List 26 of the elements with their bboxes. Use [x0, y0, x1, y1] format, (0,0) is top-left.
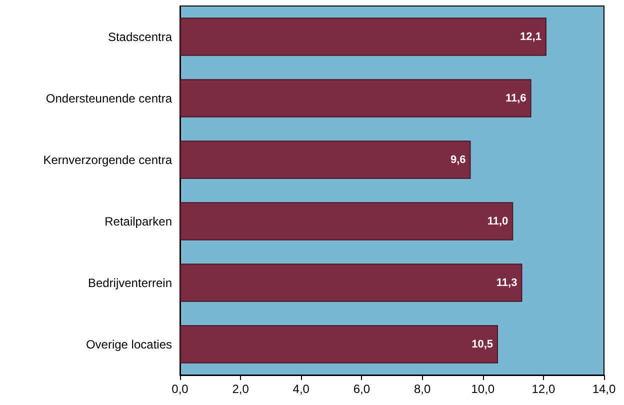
bar	[180, 264, 522, 302]
x-tick-label: 14,0	[592, 382, 616, 396]
x-tick-label: 6,0	[353, 382, 370, 396]
x-tick-label: 12,0	[532, 382, 556, 396]
bar	[180, 79, 532, 118]
x-tick-label: 0,0	[172, 382, 189, 396]
data-label: 11,3	[496, 276, 518, 289]
y-tick-label: Bedrijventerrein	[88, 276, 172, 290]
bar	[180, 18, 546, 56]
bar	[180, 140, 471, 179]
bar	[180, 325, 498, 364]
y-tick-label: Overige locaties	[86, 337, 172, 352]
data-label: 10,5	[472, 338, 493, 350]
y-tick-label: Retailparken	[104, 214, 172, 228]
x-tick-label: 2,0	[232, 382, 250, 396]
data-label: 12,1	[520, 30, 542, 43]
data-label: 11,0	[487, 215, 508, 228]
y-tick-label: Kernverzorgende centra	[43, 152, 172, 167]
data-label: 9,6	[450, 154, 466, 166]
y-tick-label: Stadscentra	[108, 30, 172, 44]
x-tick-label: 8,0	[414, 382, 431, 396]
y-tick-label: Ondersteunende centra	[46, 91, 172, 106]
x-tick-label: 4,0	[292, 382, 310, 396]
data-label: 11,6	[506, 92, 526, 104]
bar	[180, 202, 514, 240]
x-tick-label: 10,0	[471, 382, 495, 396]
